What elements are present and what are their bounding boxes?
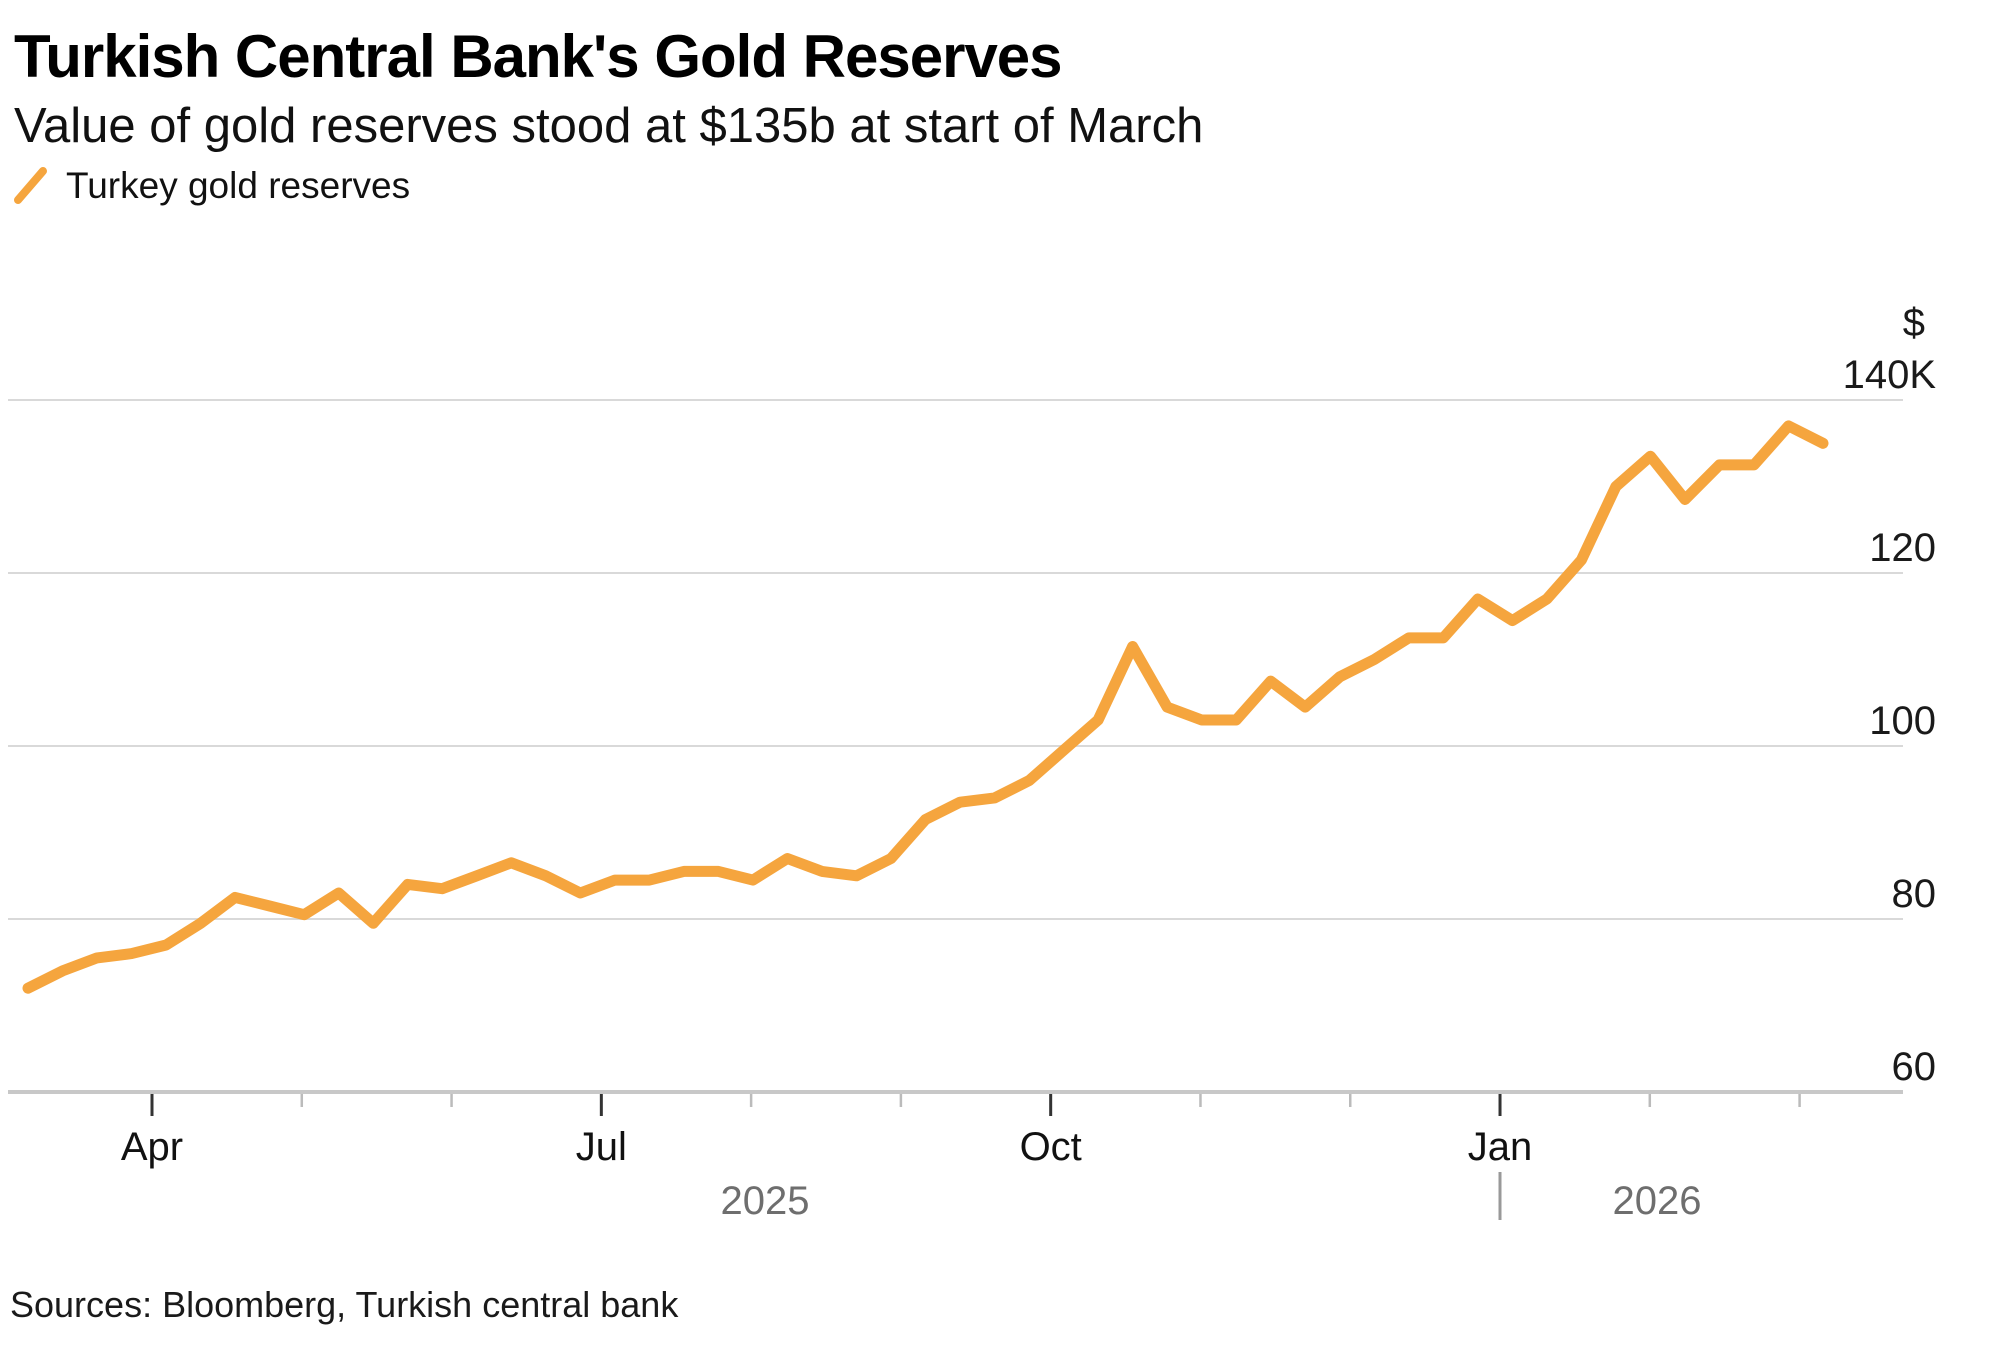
diagonal-dash-icon (14, 167, 47, 204)
page-title: Turkish Central Bank's Gold Reserves (14, 23, 1063, 90)
chart-subtitle: Value of gold reserves stood at $135b at… (14, 99, 1204, 153)
x-tick-label-Jan: Jan (1468, 1125, 1533, 1169)
year-label-2026: 2026 (1613, 1179, 1702, 1223)
y-tick-label-80: 80 (1892, 872, 1937, 916)
turkey-gold-reserves-line (22, 420, 1829, 994)
y-tick-label-60: 60 (1892, 1045, 1937, 1089)
x-tick-label-Apr: Apr (121, 1125, 183, 1169)
y-tick-label-100: 100 (1869, 699, 1936, 743)
x-tick-label-Oct: Oct (1020, 1125, 1082, 1169)
year-label-2025: 2025 (721, 1179, 810, 1223)
legend-label: Turkey gold reserves (66, 165, 411, 206)
sources-note: Sources: Bloomberg, Turkish central bank (10, 1284, 679, 1325)
y-tick-label-140K: 140K (1843, 353, 1937, 397)
x-tick-label-Jul: Jul (576, 1125, 627, 1169)
y-tick-label-120: 120 (1869, 526, 1936, 570)
y-axis-unit-label: $ (1903, 301, 1925, 345)
chart-legend: Turkey gold reserves (14, 163, 410, 209)
